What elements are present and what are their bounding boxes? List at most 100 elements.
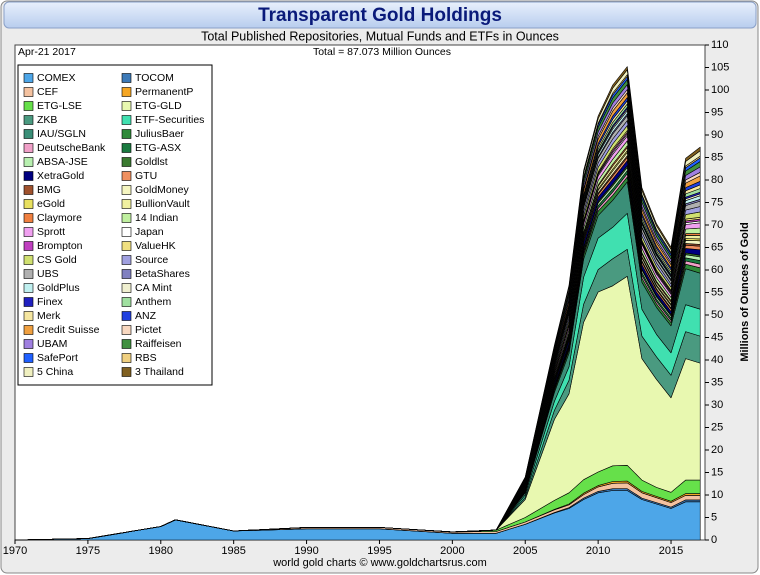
legend-label: ValueHK [135,240,176,252]
areas [14,66,701,541]
y-tick-label: 100 [711,84,729,96]
legend-label: Brompton [37,240,83,252]
date-label: Apr-21 2017 [18,46,76,58]
legend-label: Pictet [135,324,161,336]
y-tick-label: 110 [711,39,729,51]
legend-swatch [121,311,132,321]
legend-swatch [121,157,132,167]
y-tick-label: 30 [711,399,723,411]
legend-swatch [23,339,34,349]
y-tick-label: 45 [711,331,723,343]
legend-label: ZKB [37,114,57,126]
legend-swatch [121,73,132,83]
legend-label: ANZ [135,310,157,322]
legend-label: 5 China [37,366,73,378]
legend-swatch [23,101,34,111]
legend-label: Claymore [37,212,82,224]
legend-swatch [23,143,34,153]
legend-swatch [23,157,34,167]
y-tick-label: 35 [711,376,723,388]
legend-label: Finex [37,296,63,308]
y-tick-label: 25 [711,421,723,433]
legend-label: Anthem [135,296,171,308]
legend-label: 3 Thailand [135,366,184,378]
legend-label: ETF-Securities [135,114,204,126]
legend-swatch [121,255,132,265]
legend-label: ETG-GLD [135,100,182,112]
legend-label: 14 Indian [135,212,178,224]
y-tick-label: 40 [711,354,723,366]
legend-label: Raiffeisen [135,338,182,350]
total-label: Total = 87.073 Million Ounces [313,46,451,58]
legend-swatch [23,227,34,237]
legend-label: GTU [135,170,157,182]
area [14,66,701,541]
legend-label: Merk [37,310,61,322]
legend-label: GoldMoney [135,184,189,196]
legend-swatch [121,143,132,153]
y-tick-label: 10 [711,489,723,501]
legend-swatch [23,283,34,293]
title-bar [3,1,757,29]
legend-label: SafePort [37,352,78,364]
legend-swatch [121,241,132,251]
legend-swatch [23,297,34,307]
legend-label: CA Mint [135,282,172,294]
legend-swatch [23,213,34,223]
legend-label: Source [135,254,168,266]
x-tick-label: 1975 [76,545,100,557]
legend-label: Credit Suisse [37,324,100,336]
legend-swatch [23,353,34,363]
legend-swatch [121,325,132,335]
legend-swatch [23,269,34,279]
y-tick-label: 75 [711,196,723,208]
legend-label: eGold [37,198,65,210]
legend-swatch [121,367,132,377]
x-tick-label: 1990 [294,545,318,557]
legend-label: CEF [37,86,58,98]
y-tick-label: 95 [711,106,723,118]
legend-label: CS Gold [37,254,77,266]
legend-label: XetraGold [37,170,84,182]
legend-label: BullionVault [135,198,190,210]
legend-label: PermanentP [135,86,193,98]
y-tick-label: 50 [711,309,723,321]
legend-swatch [23,325,34,335]
legend-swatch [121,353,132,363]
y-tick-label: 70 [711,219,723,231]
y-tick-label: 90 [711,129,723,141]
legend-label: UBAM [37,338,67,350]
legend-label: Sprott [37,226,65,238]
x-tick-label: 2005 [513,545,537,557]
x-tick-label: 2000 [440,545,464,557]
legend-label: ETG-LSE [37,100,82,112]
y-tick-label: 15 [711,466,723,478]
legend-swatch [121,129,132,139]
y-axis-label: Millions of Ounces of Gold [739,222,751,361]
footer: world gold charts © www.goldchartsrus.co… [272,557,487,569]
legend-swatch [23,129,34,139]
chart-subtitle: Total Published Repositories, Mutual Fun… [201,29,559,43]
legend-swatch [23,73,34,83]
y-tick-label: 105 [711,61,729,73]
legend-swatch [121,339,132,349]
legend-swatch [23,241,34,251]
legend-swatch [121,171,132,181]
legend-label: GoldPlus [37,282,80,294]
legend-label: TOCOM [135,72,174,84]
y-tick-label: 55 [711,286,723,298]
legend-swatch [23,367,34,377]
legend-swatch [23,87,34,97]
legend-swatch [23,185,34,195]
legend-label: COMEX [37,72,76,84]
legend-swatch [23,199,34,209]
legend-label: UBS [37,268,59,280]
legend-swatch [23,255,34,265]
legend-swatch [121,199,132,209]
legend-swatch [121,87,132,97]
legend-swatch [23,311,34,321]
legend-label: IAU/SGLN [37,128,86,140]
x-tick-label: 2015 [659,545,683,557]
y-tick-label: 80 [711,174,723,186]
